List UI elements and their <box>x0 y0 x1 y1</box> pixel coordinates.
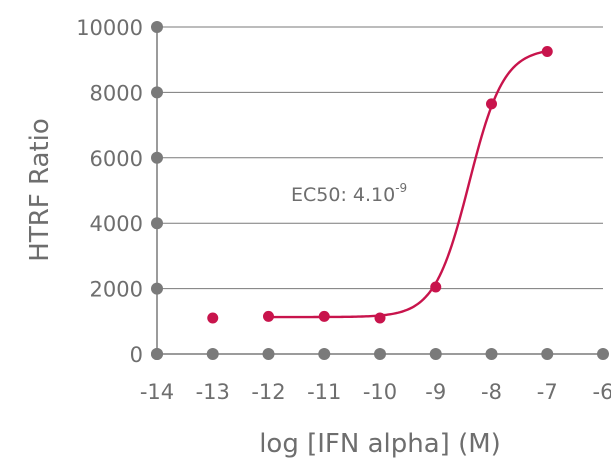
x-tick-marker <box>151 348 163 360</box>
gridlines <box>157 26 603 290</box>
x-tick-marker <box>429 348 442 360</box>
data-point <box>430 281 442 293</box>
x-tick-label: -13 <box>196 380 230 404</box>
data-point <box>318 310 330 322</box>
x-tick-marker <box>485 348 498 360</box>
fit-curve <box>268 49 548 319</box>
y-tick-label: 0 <box>130 343 143 367</box>
data-points <box>207 46 553 324</box>
x-tick-marker <box>206 348 219 360</box>
x-tick-label: -9 <box>425 380 446 404</box>
x-tick-marker <box>541 348 554 360</box>
y-tick-label: 10000 <box>76 16 143 40</box>
data-point <box>263 310 274 322</box>
data-point <box>207 312 219 324</box>
ec50-annotation-text: EC50: 4.10 <box>291 184 395 206</box>
x-tick-marker <box>597 348 609 360</box>
fit-curve-line <box>268 49 548 319</box>
x-tick-marker <box>374 348 386 360</box>
x-tick-label: -12 <box>251 380 285 404</box>
ec50-annotation-exponent: -9 <box>395 181 407 195</box>
x-tick-label: -7 <box>537 380 558 404</box>
axes <box>151 21 609 360</box>
ec50-annotation: EC50: 4.10-9 <box>291 181 407 206</box>
y-tick-label: 2000 <box>90 278 143 302</box>
y-tick-label: 4000 <box>90 212 143 236</box>
y-tick-label: 6000 <box>90 147 143 171</box>
y-axis-title: HTRF Ratio <box>25 118 55 261</box>
labels: HTRF Ratio log [IFN alpha] (M) EC50: 4.1… <box>25 16 611 459</box>
data-point <box>374 312 386 324</box>
x-tick-marker <box>318 348 331 360</box>
x-tick-label: -10 <box>363 380 397 404</box>
x-tick-marker <box>262 348 275 360</box>
x-axis-title: log [IFN alpha] (M) <box>259 429 501 459</box>
x-tick-label: -8 <box>481 380 502 404</box>
x-tick-label: -11 <box>307 380 341 404</box>
x-tick-label: -14 <box>140 380 174 404</box>
y-tick-label: 8000 <box>90 81 143 105</box>
x-tick-label: -6 <box>593 380 611 404</box>
data-point <box>486 98 497 110</box>
data-point <box>541 46 553 58</box>
